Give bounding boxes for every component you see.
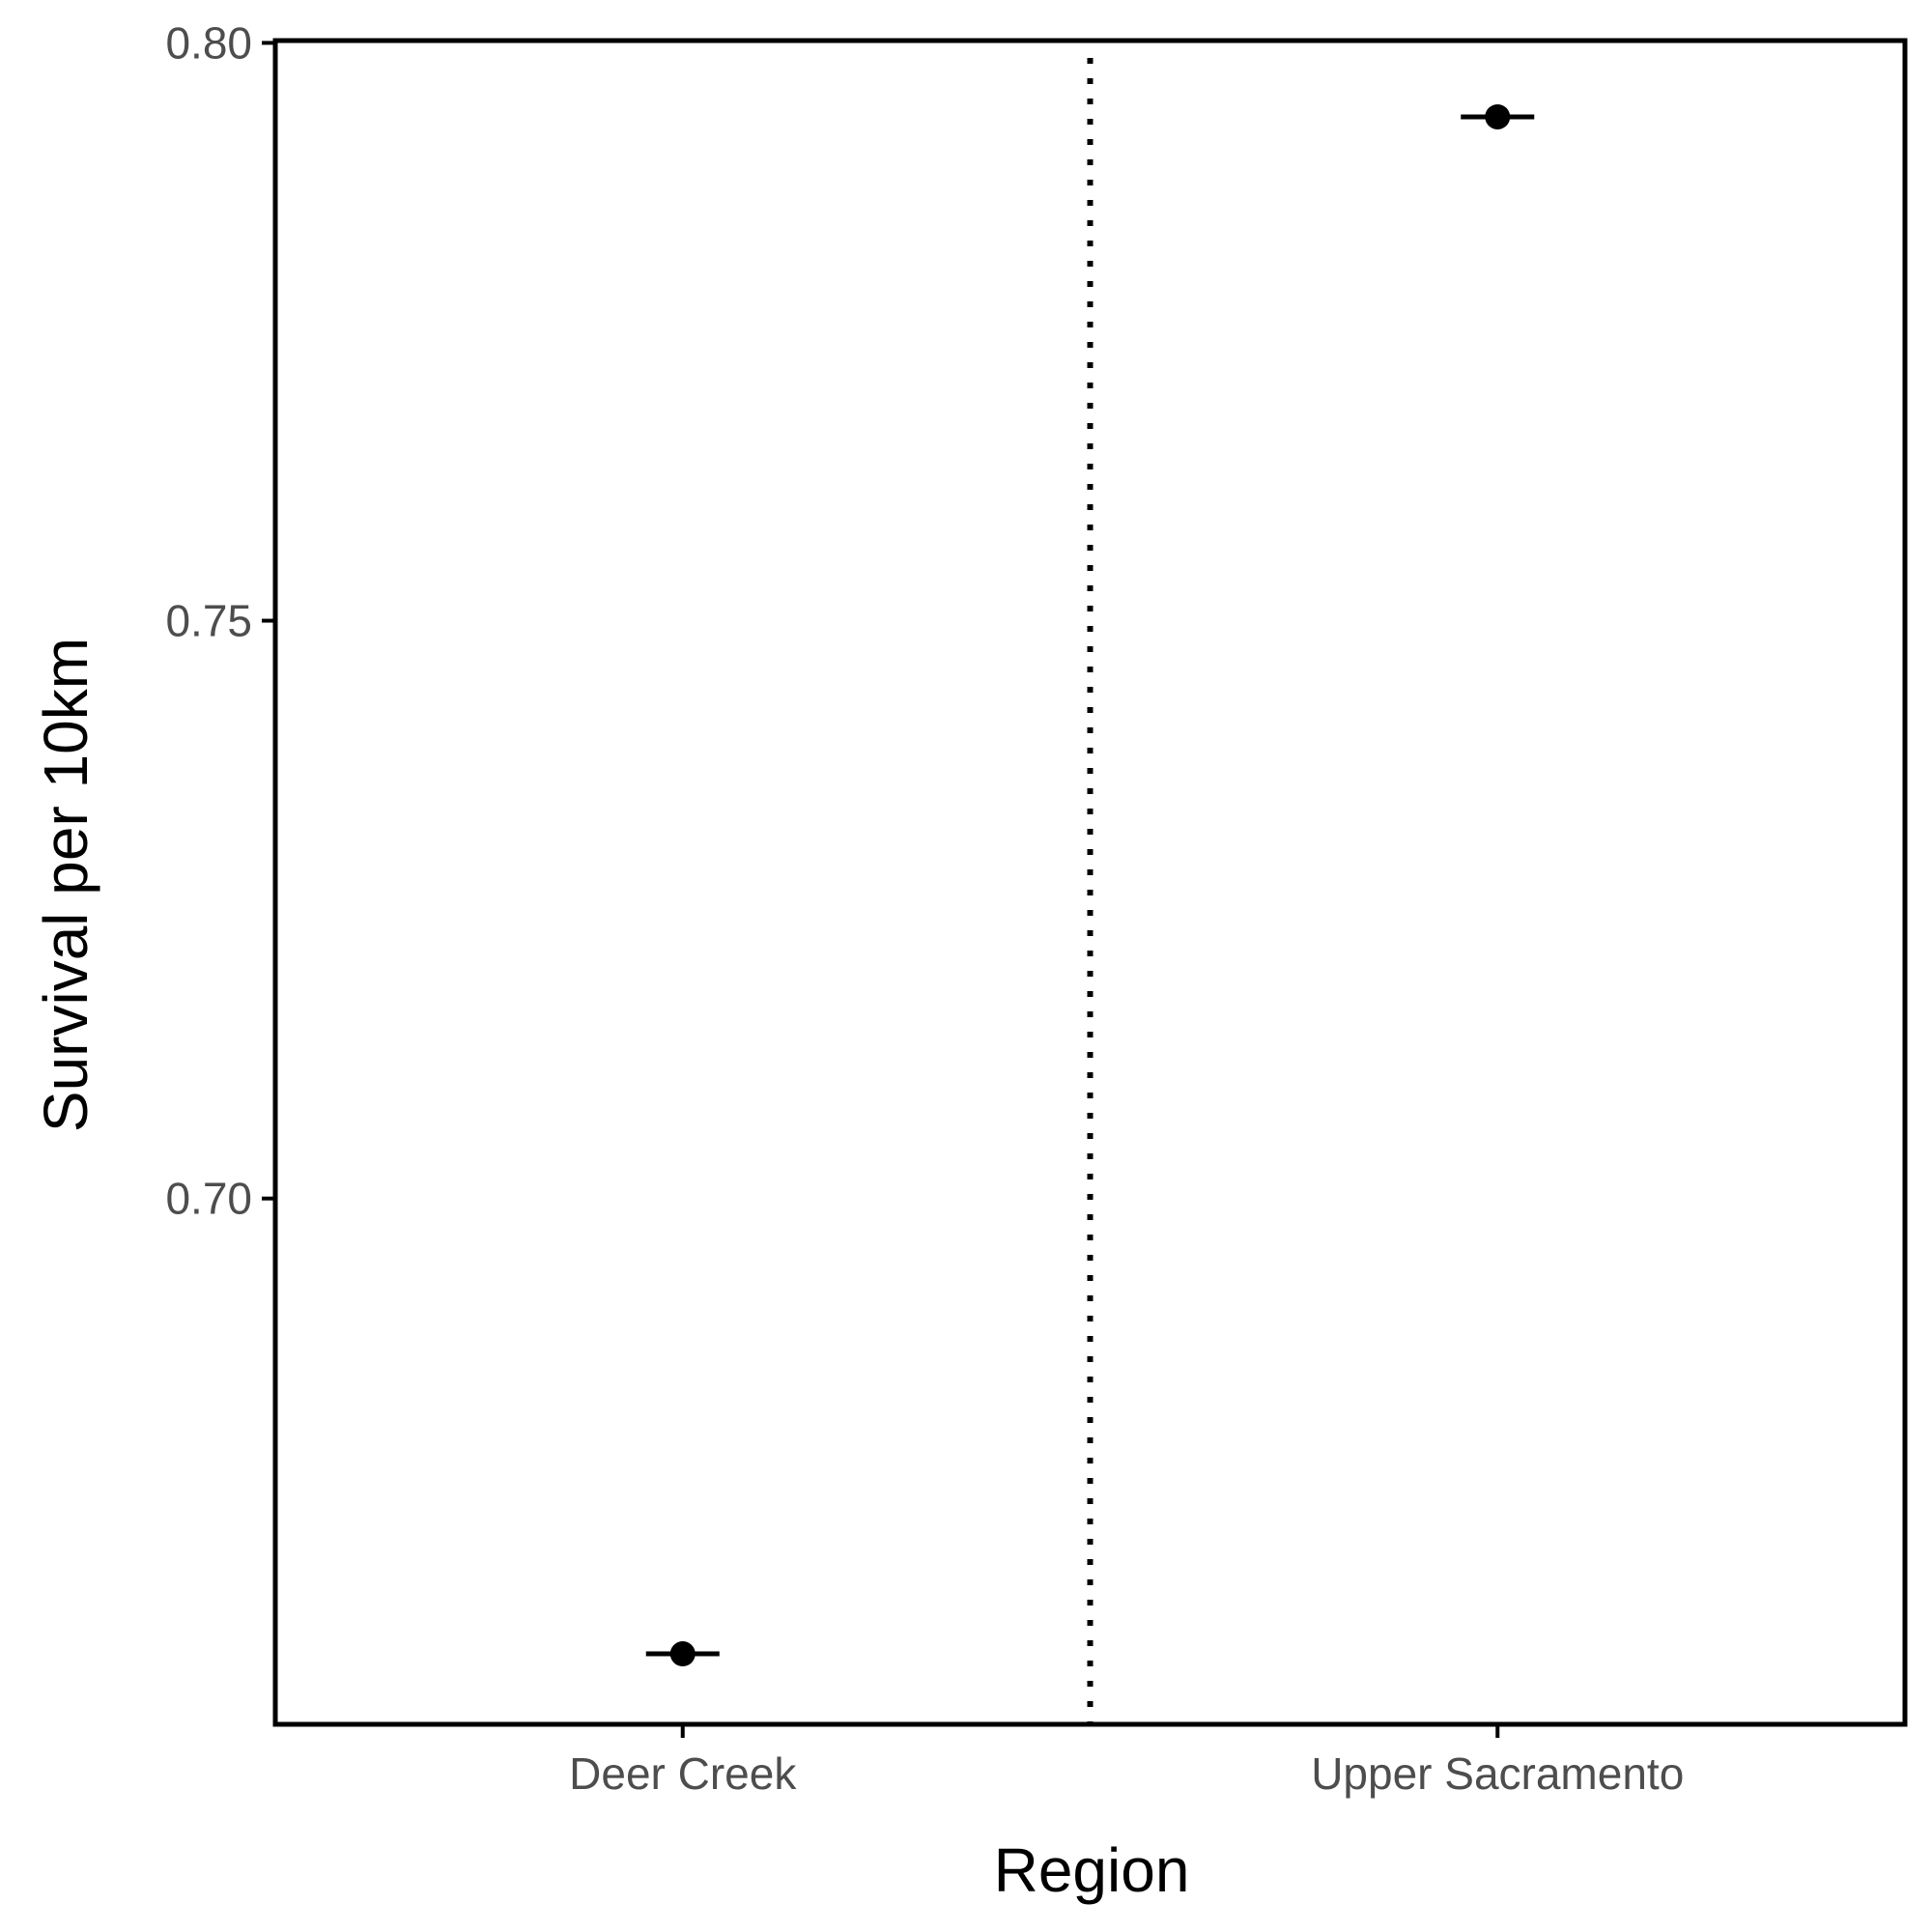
plot-frame [272,38,1908,1727]
x-axis-title: Region [994,1835,1190,1905]
data-point [1485,103,1511,129]
y-tick-label: 0.70 [165,1174,252,1224]
y-axis-title: Survival per 10km [31,638,100,1132]
data-point [669,1641,696,1667]
plot-layer: 0.70 0.75 0.80 Deer Creek Upper Sacramento [165,17,1908,1799]
y-tick-label: 0.75 [165,596,252,646]
x-tick-label: Deer Creek [569,1748,797,1799]
x-tick-label: Upper Sacramento [1311,1748,1684,1799]
y-tick-label: 0.80 [165,17,252,68]
